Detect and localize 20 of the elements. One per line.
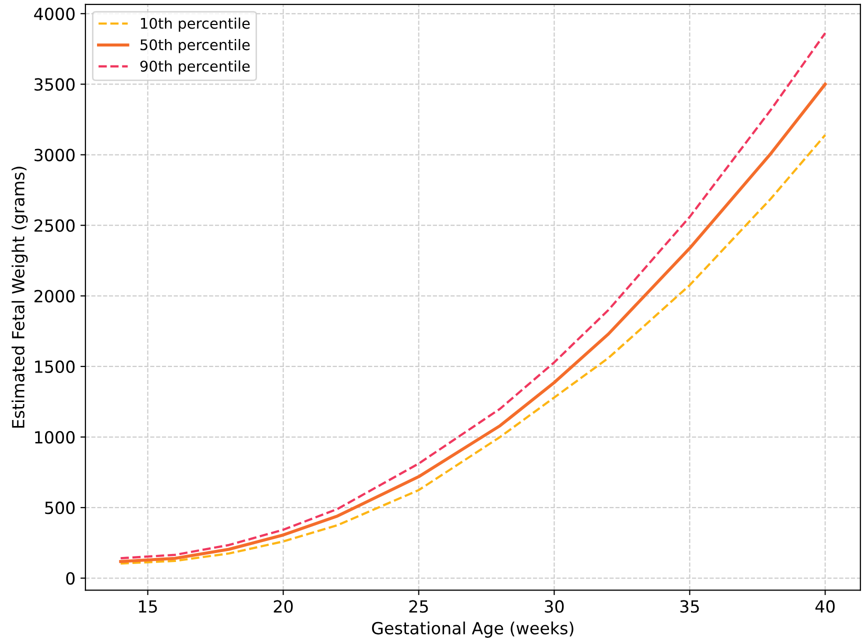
legend-label: 10th percentile (140, 18, 250, 32)
y-tick-label: 0 (66, 572, 75, 585)
y-tick-label: 2500 (34, 219, 75, 232)
legend-label: 90th percentile (140, 60, 250, 75)
y-tick-label: 4000 (34, 8, 75, 20)
x-tick-label: 20 (274, 600, 293, 613)
legend-label: 50th percentile (140, 38, 250, 54)
x-axis-title: Gestational Age (weeks) (372, 622, 574, 638)
x-tick-label: 40 (815, 600, 835, 613)
x-tick-label: 25 (409, 600, 428, 613)
y-tick-label: 1000 (35, 430, 75, 444)
y-tick-label: 3000 (34, 148, 75, 162)
y-tick-label: 3500 (34, 78, 75, 91)
x-tick-label: 30 (544, 600, 564, 613)
x-tick-label: 35 (680, 600, 699, 613)
y-axis-title: Estimated Fetal Weight (grams) (12, 166, 28, 428)
y-tick-label: 500 (45, 502, 75, 514)
y-tick-label: 2000 (34, 290, 75, 302)
x-tick-label: 15 (138, 600, 157, 613)
y-tick-label: 1500 (35, 360, 75, 374)
